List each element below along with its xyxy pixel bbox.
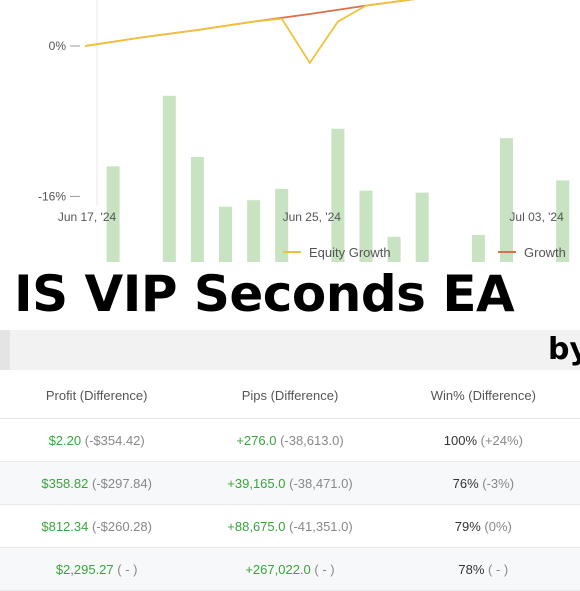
win-value: 79% bbox=[454, 518, 481, 534]
x-tick-label-0: Jun 17, '24 bbox=[58, 210, 117, 224]
header-pips[interactable]: Pips (Difference) bbox=[193, 372, 387, 419]
x-tick-label-2: Jul 03, '24 bbox=[509, 210, 564, 224]
subtitle-strip: by bbox=[0, 330, 580, 370]
profit-cell: $358.82 (-$297.84) bbox=[0, 461, 194, 505]
pips-cell: +88,675.0 (-41,351.0) bbox=[193, 504, 387, 548]
chart-bar-15 bbox=[500, 138, 513, 262]
win-diff: ( - ) bbox=[488, 561, 509, 577]
win-cell: 100% (+24%) bbox=[386, 418, 580, 462]
pips-diff: (-38,613.0) bbox=[280, 432, 344, 448]
chart-bar-3 bbox=[162, 95, 176, 262]
chart-bar-9 bbox=[331, 128, 345, 262]
table-row: $358.82 (-$297.84) +39,165.0 (-38,471.0)… bbox=[0, 461, 580, 505]
pips-diff: ( - ) bbox=[314, 561, 335, 577]
profit-cell: $2.20 (-$354.42) bbox=[0, 418, 194, 462]
win-value: 76% bbox=[452, 475, 479, 491]
profit-diff: (-$297.84) bbox=[91, 475, 152, 491]
chart-bar-4 bbox=[190, 156, 204, 262]
x-tick-label-1: Jun 25, '24 bbox=[283, 210, 342, 224]
y-tick-label-0: 0% bbox=[49, 39, 67, 53]
pips-cell: +267,022.0 ( - ) bbox=[193, 547, 387, 591]
series-line-growth bbox=[84, 0, 415, 47]
header-win[interactable]: Win% (Difference) bbox=[386, 372, 580, 419]
win-cell: 76% (-3%) bbox=[386, 461, 580, 505]
stats-table: Profit (Difference) Pips (Difference) Wi… bbox=[0, 372, 580, 591]
win-diff: (-3%) bbox=[482, 475, 515, 491]
chart-bar-12 bbox=[415, 192, 429, 262]
pips-diff: (-38,471.0) bbox=[289, 475, 353, 491]
chart-legend: Equity Growth Growth bbox=[283, 245, 566, 260]
pips-cell: +39,165.0 (-38,471.0) bbox=[193, 461, 387, 505]
y-tick-label-1: -16% bbox=[38, 189, 66, 203]
strip-edge bbox=[0, 330, 10, 370]
profit-diff: (-$260.28) bbox=[91, 518, 152, 534]
ea-title-banner: IS VIP Seconds EA bbox=[14, 265, 515, 323]
profit-diff: (-$354.42) bbox=[84, 432, 145, 448]
chart-bar-10 bbox=[359, 190, 373, 262]
win-value: 100% bbox=[443, 432, 477, 448]
profit-value: $2,295.27 bbox=[55, 561, 114, 577]
chart-bar-11 bbox=[387, 236, 401, 262]
stats-header-row: Profit (Difference) Pips (Difference) Wi… bbox=[0, 372, 580, 419]
table-row: $812.34 (-$260.28) +88,675.0 (-41,351.0)… bbox=[0, 504, 580, 548]
profit-cell: $2,295.27 ( - ) bbox=[0, 547, 194, 591]
chart-bar-14 bbox=[471, 234, 485, 262]
pips-cell: +276.0 (-38,613.0) bbox=[193, 418, 387, 462]
legend-equity-growth-label: Equity Growth bbox=[309, 245, 391, 260]
profit-diff: ( - ) bbox=[117, 561, 138, 577]
series-line-equity-growth bbox=[84, 0, 415, 65]
win-cell: 79% (0%) bbox=[386, 504, 580, 548]
pips-value: +88,675.0 bbox=[227, 518, 286, 534]
legend-growth-label: Growth bbox=[524, 245, 566, 260]
pips-diff: (-41,351.0) bbox=[289, 518, 353, 534]
pips-value: +267,022.0 bbox=[245, 561, 311, 577]
table-row: $2.20 (-$354.42) +276.0 (-38,613.0) 100%… bbox=[0, 418, 580, 462]
win-cell: 78% ( - ) bbox=[386, 547, 580, 591]
header-profit[interactable]: Profit (Difference) bbox=[0, 372, 194, 419]
profit-cell: $812.34 (-$260.28) bbox=[0, 504, 194, 548]
chart-bar-5 bbox=[219, 206, 232, 262]
chart-bar-17 bbox=[556, 180, 570, 262]
pips-value: +276.0 bbox=[236, 432, 277, 448]
profit-value: $812.34 bbox=[41, 518, 89, 534]
win-diff: (0%) bbox=[484, 518, 512, 534]
win-diff: (+24%) bbox=[480, 432, 523, 448]
chart-bar-7 bbox=[275, 188, 289, 262]
chart-bar-6 bbox=[247, 200, 261, 262]
win-value: 78% bbox=[458, 561, 485, 577]
table-row: $2,295.27 ( - ) +267,022.0 ( - ) 78% ( -… bbox=[0, 547, 580, 591]
pips-value: +39,165.0 bbox=[227, 475, 286, 491]
byline-text: by bbox=[548, 332, 580, 367]
profit-value: $358.82 bbox=[41, 475, 89, 491]
chart-bar-1 bbox=[106, 166, 120, 262]
profit-value: $2.20 bbox=[48, 432, 82, 448]
